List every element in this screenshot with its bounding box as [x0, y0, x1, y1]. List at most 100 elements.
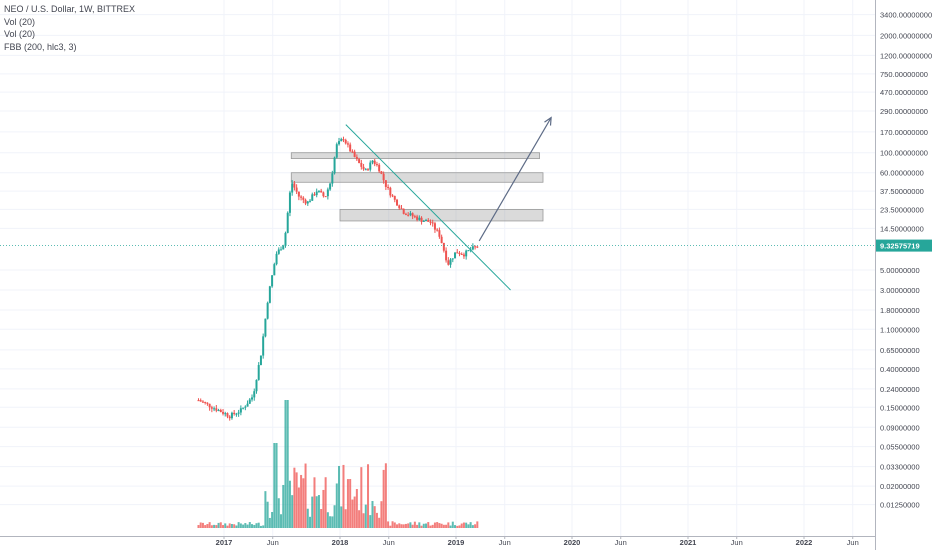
- volume-bar: [442, 524, 445, 528]
- candle-body: [404, 213, 407, 215]
- volume-bar: [275, 443, 278, 528]
- candle-body: [471, 246, 474, 250]
- volume-bar: [362, 513, 365, 528]
- volume-bar: [398, 523, 401, 528]
- volume-bar: [244, 523, 247, 528]
- volume-bar: [454, 525, 457, 528]
- volume-bar: [413, 521, 416, 528]
- y-tick-label: 1200.00000000: [880, 51, 932, 60]
- y-tick-label: 470.00000000: [880, 88, 928, 97]
- candle-body: [242, 407, 245, 409]
- candle-body: [416, 216, 419, 220]
- candle-body: [219, 409, 222, 413]
- candle-body: [228, 416, 231, 419]
- volume-bar: [346, 479, 349, 528]
- candle-body: [387, 186, 390, 188]
- candle-body: [344, 139, 347, 144]
- volume-bar: [360, 467, 363, 528]
- legend-symbol[interactable]: NEO / U.S. Dollar, 1W, BITTREX: [4, 4, 136, 14]
- candle-body: [262, 336, 265, 356]
- legend-fbb[interactable]: FBB (200, hlc3, 3): [4, 41, 77, 52]
- volume-bar: [284, 400, 287, 528]
- volume-bar: [248, 522, 251, 528]
- candle-body: [246, 403, 249, 407]
- candle-body: [384, 180, 387, 187]
- volume-bar: [271, 512, 274, 528]
- candle-body: [371, 160, 374, 163]
- candle-body: [217, 409, 220, 411]
- projection-arrow[interactable]: [478, 117, 552, 242]
- candle-body: [358, 159, 361, 164]
- volume-bar: [222, 525, 225, 528]
- candle-body: [226, 413, 229, 417]
- candle-body: [320, 190, 323, 193]
- candle-body: [364, 169, 367, 171]
- volume-bar: [335, 483, 338, 528]
- volume-bar: [440, 523, 443, 528]
- candle-body: [342, 139, 345, 141]
- y-tick-label: 3400.00000000: [880, 11, 932, 20]
- candle-body: [322, 192, 325, 197]
- volume-bar: [313, 477, 316, 528]
- volume-bar: [436, 522, 439, 528]
- volume-bar: [266, 501, 269, 528]
- candle-body: [313, 194, 316, 196]
- volume-bar: [431, 524, 434, 528]
- last-price-badge: [876, 239, 932, 252]
- volume-bar: [342, 464, 345, 528]
- resistance-zone[interactable]: [290, 172, 544, 183]
- volume-bar: [297, 487, 300, 528]
- candle-body: [244, 406, 247, 408]
- volume-bar: [268, 517, 271, 528]
- legend-vol-2[interactable]: Vol (20): [4, 29, 36, 39]
- trend-line[interactable]: [345, 124, 511, 291]
- resistance-zone[interactable]: [290, 152, 540, 160]
- candle-body: [291, 183, 294, 193]
- volume-bar: [371, 501, 374, 528]
- volume-bar: [411, 524, 414, 528]
- y-tick-label: 37.50000000: [880, 187, 924, 196]
- volume-bar: [402, 524, 405, 528]
- volume-bar: [451, 521, 454, 528]
- volume-bar: [228, 523, 231, 528]
- volume-bar: [246, 524, 249, 528]
- y-tick-label: 3.00000000: [880, 286, 920, 295]
- volume-bar: [199, 522, 202, 528]
- candle-body: [273, 264, 276, 276]
- candle-body: [402, 208, 405, 214]
- candle-body: [476, 246, 479, 248]
- volume-bar: [380, 501, 383, 528]
- candle-body: [338, 141, 341, 145]
- candle-body: [433, 223, 436, 230]
- candle-body: [367, 169, 370, 171]
- volume-bar: [396, 524, 399, 528]
- candle-body: [346, 143, 349, 145]
- volume-bar: [338, 465, 341, 528]
- legend-vol-1[interactable]: Vol (20): [4, 16, 36, 27]
- candle-body: [237, 412, 240, 414]
- candle-body: [282, 245, 285, 250]
- candle-body: [271, 275, 274, 287]
- candle-body: [213, 408, 216, 410]
- y-tick-label: 2000.00000000: [880, 31, 932, 40]
- candle-body: [248, 399, 251, 404]
- volume-bar: [277, 498, 280, 528]
- y-tick-label: 170.00000000: [880, 128, 928, 137]
- candle-body: [375, 164, 378, 166]
- candle-body: [201, 401, 204, 403]
- y-tick-label: 290.00000000: [880, 107, 928, 116]
- candle-body: [297, 191, 300, 197]
- volume-bar: [233, 524, 236, 528]
- x-tick-label: 2020: [564, 538, 581, 547]
- resistance-zone[interactable]: [339, 209, 544, 222]
- volume-bar: [304, 463, 307, 528]
- x-tick-label: 2019: [448, 538, 465, 547]
- candle-body: [431, 222, 434, 224]
- y-tick-label: 0.24000000: [880, 385, 920, 394]
- candle-body: [474, 246, 477, 248]
- candle-body: [425, 219, 428, 221]
- volume-bar: [460, 523, 463, 528]
- candle-body: [224, 413, 227, 415]
